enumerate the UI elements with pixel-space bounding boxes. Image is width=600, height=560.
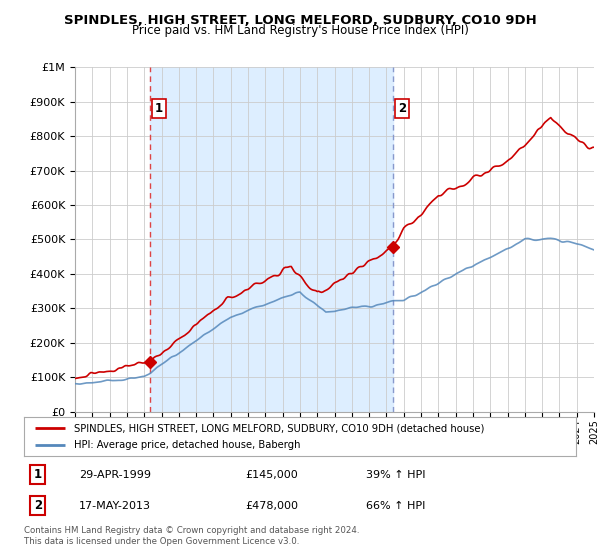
Text: 1: 1: [155, 102, 163, 115]
Text: 1: 1: [34, 468, 42, 481]
Bar: [150, 67, 393, 412]
Text: HPI: Average price, detached house, Babergh: HPI: Average price, detached house, Babe…: [74, 440, 300, 450]
Text: Price paid vs. HM Land Registry's House Price Index (HPI): Price paid vs. HM Land Registry's House …: [131, 24, 469, 37]
Text: 2: 2: [34, 499, 42, 512]
Text: 39% ↑ HPI: 39% ↑ HPI: [366, 470, 426, 480]
Text: SPINDLES, HIGH STREET, LONG MELFORD, SUDBURY, CO10 9DH: SPINDLES, HIGH STREET, LONG MELFORD, SUD…: [64, 14, 536, 27]
Text: 29-APR-1999: 29-APR-1999: [79, 470, 151, 480]
Text: £145,000: £145,000: [245, 470, 298, 480]
Text: SPINDLES, HIGH STREET, LONG MELFORD, SUDBURY, CO10 9DH (detached house): SPINDLES, HIGH STREET, LONG MELFORD, SUD…: [74, 423, 484, 433]
Text: Contains HM Land Registry data © Crown copyright and database right 2024.
This d: Contains HM Land Registry data © Crown c…: [24, 526, 359, 546]
Text: 66% ↑ HPI: 66% ↑ HPI: [366, 501, 425, 511]
Text: £478,000: £478,000: [245, 501, 298, 511]
Text: 17-MAY-2013: 17-MAY-2013: [79, 501, 151, 511]
Text: 2: 2: [398, 102, 406, 115]
